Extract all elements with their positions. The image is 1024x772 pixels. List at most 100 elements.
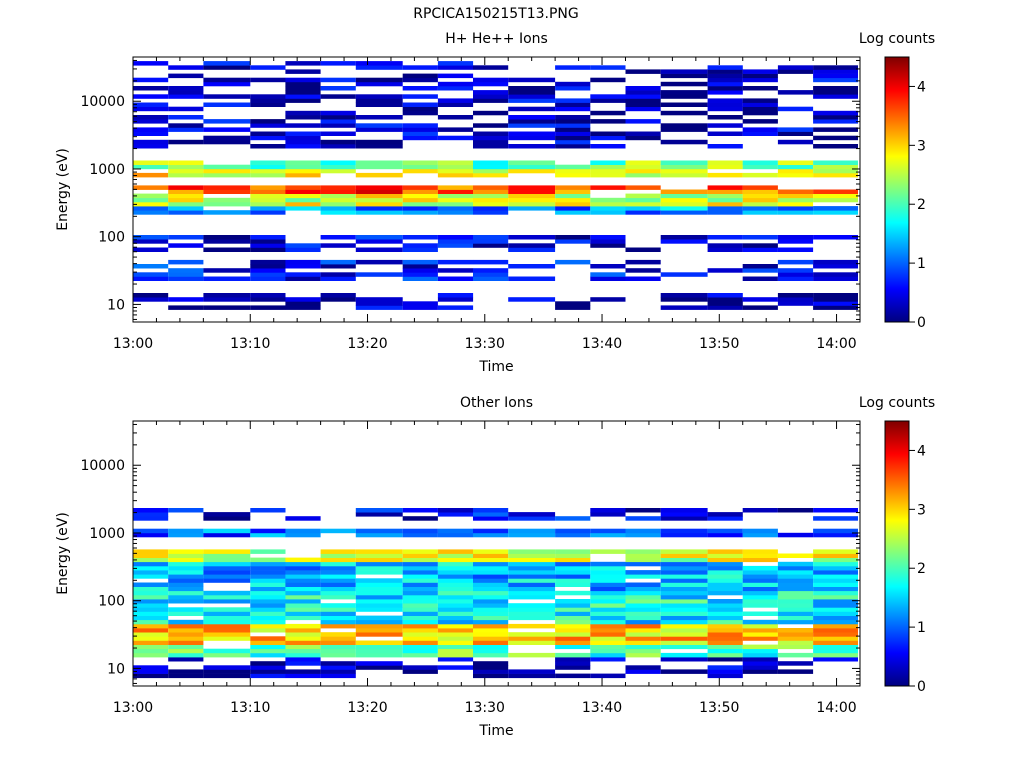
heatmap-cell [437, 160, 474, 165]
heatmap-cell [320, 648, 356, 654]
heatmap-cell [320, 652, 356, 658]
heatmap-cell [555, 239, 591, 244]
heatmap-cell [285, 305, 321, 310]
heatmap-cell [473, 607, 509, 612]
heatmap-cell [250, 264, 286, 269]
heatmap-cell [320, 607, 356, 612]
heatmap-cell [203, 611, 251, 616]
heatmap-cell [437, 65, 474, 70]
heatmap-cell [250, 640, 286, 645]
heatmap-cell [250, 98, 286, 103]
heatmap-cell [285, 557, 321, 563]
heatmap-cell [707, 615, 743, 621]
figure-title: RPCICA150215T13.PNG [413, 6, 578, 22]
heatmap-cell [777, 599, 814, 604]
heatmap-cell [355, 607, 403, 612]
heatmap-cell [437, 640, 474, 645]
heatmap-cell [707, 102, 743, 107]
heatmap-cell [320, 86, 356, 91]
heatmap-cell [285, 561, 321, 567]
heatmap-cell [777, 168, 814, 174]
heatmap-cell [508, 197, 556, 203]
heatmap-cell [320, 123, 356, 128]
heatmap-cell [250, 119, 286, 124]
heatmap-cell [402, 669, 438, 674]
heatmap-cell [203, 239, 251, 244]
heatmap-cell [402, 599, 438, 604]
heatmap-cell [555, 135, 591, 141]
heatmap-cell [285, 615, 321, 621]
heatmap-cell [590, 578, 626, 583]
heatmap-cell [437, 168, 474, 174]
heatmap-cell [320, 632, 356, 637]
heatmap-cell [250, 193, 286, 199]
heatmap-cell [355, 661, 403, 666]
heatmap-cell [168, 557, 204, 563]
heatmap-cell [402, 73, 438, 79]
heatmap-cell [555, 644, 591, 650]
heatmap-cell [168, 73, 204, 79]
heatmap-cell [320, 615, 356, 621]
heatmap-cell [473, 615, 509, 621]
heatmap-cell [437, 293, 474, 298]
heatmap-cell [707, 144, 743, 149]
heatmap-cell [203, 164, 251, 170]
heatmap-cell [355, 239, 403, 244]
heatmap-cell [320, 185, 356, 190]
heatmap-cell [168, 532, 204, 538]
colorbar-tick-label: 2 [917, 197, 926, 213]
heatmap-cell [813, 565, 858, 571]
heatmap-cell [813, 272, 858, 277]
x-tick-label: 13:00 [113, 336, 153, 352]
heatmap-cell [437, 578, 474, 583]
heatmap-cell [473, 135, 509, 141]
heatmap-cell [133, 565, 169, 571]
heatmap-cell [285, 673, 321, 679]
heatmap-cell [355, 201, 403, 207]
heatmap-cell [625, 636, 661, 641]
heatmap-cell [320, 259, 356, 265]
heatmap-cell [625, 98, 661, 103]
heatmap-cell [437, 164, 474, 170]
heatmap-cell [555, 106, 591, 112]
heatmap-cell [437, 243, 474, 248]
heatmap-cell [590, 160, 626, 165]
heatmap-cell [402, 259, 438, 265]
heatmap-cell [168, 565, 204, 571]
heatmap-cell [133, 611, 169, 616]
heatmap-cell [742, 644, 778, 650]
heatmap-cell [625, 516, 661, 521]
heatmap-cell [320, 561, 356, 567]
heatmap-cell [402, 168, 438, 174]
heatmap-cell [707, 636, 743, 641]
heatmap-cell [590, 272, 626, 277]
heatmap-cell [402, 247, 438, 252]
heatmap-cell [813, 553, 858, 558]
heatmap-cell [320, 586, 356, 592]
heatmap-cell [203, 297, 251, 302]
heatmap-cell [508, 615, 556, 621]
heatmap-cell [437, 210, 474, 215]
heatmap-cell [320, 160, 356, 165]
heatmap-cell [250, 305, 286, 310]
heatmap-cell [508, 590, 556, 596]
heatmap-cell [133, 652, 169, 658]
heatmap-cell [168, 127, 204, 132]
heatmap-cell [203, 168, 251, 174]
heatmap-cell [707, 648, 743, 654]
heatmap-cell [707, 582, 743, 587]
heatmap-cell [742, 77, 778, 83]
heatmap-cell [355, 160, 403, 165]
heatmap-cell [590, 607, 626, 612]
heatmap-cell [203, 305, 251, 310]
heatmap-cell [508, 135, 556, 141]
heatmap-cell [203, 201, 251, 207]
heatmap-cell [777, 164, 814, 170]
heatmap-cell [437, 268, 474, 273]
heatmap-cell [590, 77, 626, 83]
heatmap-cell [250, 243, 286, 248]
heatmap-cell [402, 565, 438, 571]
heatmap-cell [250, 603, 286, 608]
heatmap-cell [508, 106, 556, 112]
